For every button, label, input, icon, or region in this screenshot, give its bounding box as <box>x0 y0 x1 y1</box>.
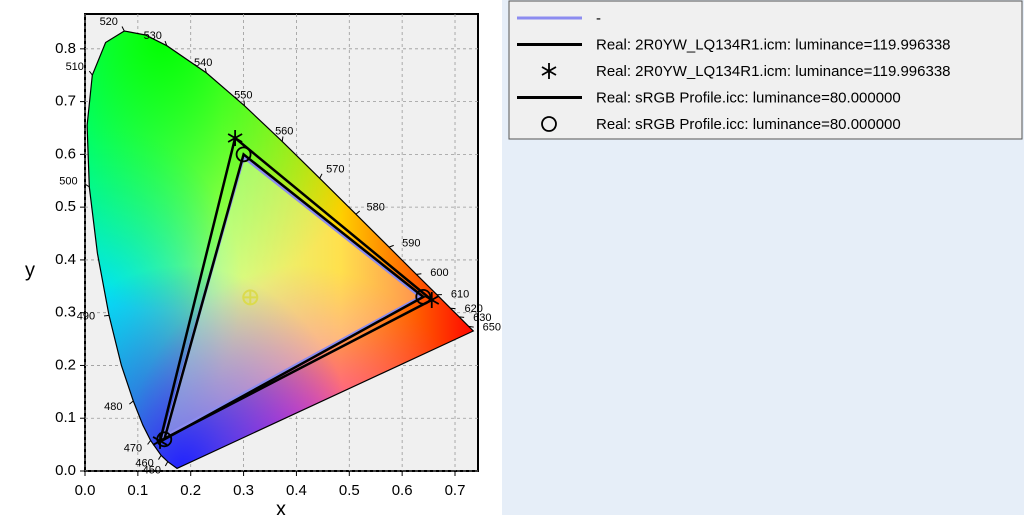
wavelength-tick <box>84 183 90 188</box>
x-tick-label: 0.1 <box>127 482 148 499</box>
x-tick-label: 0.7 <box>445 482 466 499</box>
wavelength-label: 540 <box>194 57 212 69</box>
white-point-cross <box>243 290 258 305</box>
legend-label: Real: 2R0YW_LQ134R1.icm: luminance=119.9… <box>596 63 951 80</box>
legend-label: Real: 2R0YW_LQ134R1.icm: luminance=119.9… <box>596 36 951 53</box>
y-tick-label: 0.2 <box>55 356 76 373</box>
wavelength-tick <box>416 273 422 275</box>
wavelength-tick <box>129 400 134 405</box>
x-tick-label: 0.0 <box>75 482 96 499</box>
x-axis-label: x <box>276 498 286 515</box>
wavelength-label: 500 <box>59 175 77 187</box>
spectral-locus <box>86 30 475 470</box>
y-tick-label: 0.8 <box>55 40 76 57</box>
wavelength-label: 530 <box>144 30 162 42</box>
wavelength-label: 480 <box>104 401 122 413</box>
circle-marker <box>156 431 173 448</box>
wavelength-tick <box>121 26 125 32</box>
wavelength-tick <box>204 67 207 74</box>
x-tick-label: 0.2 <box>180 482 201 499</box>
wavelength-label: 560 <box>275 125 293 137</box>
y-tick-label: 0.3 <box>55 304 76 321</box>
gamut-triangle <box>158 135 434 444</box>
wavelength-tick <box>147 440 151 445</box>
y-axis-label: y <box>25 259 35 281</box>
y-tick-label: 0.0 <box>55 462 76 479</box>
wavelength-label: 570 <box>326 163 344 175</box>
legend-swatch <box>541 63 557 79</box>
wavelength-tick <box>388 244 394 248</box>
wavelength-tick <box>103 314 110 317</box>
legend-label: Real: sRGB Profile.icc: luminance=80.000… <box>596 116 901 133</box>
wavelength-label: 630 <box>473 312 491 324</box>
gamut-triangle <box>162 152 426 442</box>
wavelength-tick <box>319 173 323 179</box>
wavelength-tick <box>355 210 361 215</box>
wavelength-label: 450 <box>143 464 161 476</box>
wavelength-label: 650 <box>483 322 501 334</box>
x-tick-label: 0.6 <box>392 482 413 499</box>
wavelength-label: 460 <box>135 458 153 470</box>
wavelength-label: 620 <box>464 303 482 315</box>
legend-items: - Real: 2R0YW_LQ134R1.icm: luminance=119.… <box>517 10 951 133</box>
wavelength-label: 580 <box>367 202 385 214</box>
y-tick-label: 0.4 <box>55 251 76 268</box>
wavelength-label: 510 <box>66 61 84 73</box>
circle-marker <box>235 146 252 163</box>
wavelength-tick <box>158 455 162 460</box>
wavelength-tick <box>164 461 169 467</box>
wavelength-label: 600 <box>430 267 448 279</box>
y-tick-label: 0.6 <box>55 145 76 162</box>
wavelength-tick <box>164 40 168 46</box>
legend-label: Real: sRGB Profile.icc: luminance=80.000… <box>596 89 901 106</box>
x-tick-label: 0.5 <box>339 482 360 499</box>
wavelength-label: 490 <box>77 310 95 322</box>
y-tick-label: 0.1 <box>55 409 76 426</box>
legend-label: - <box>596 10 601 27</box>
wavelength-tick <box>281 136 284 142</box>
x-tick-label: 0.4 <box>286 482 307 499</box>
wavelength-label: 590 <box>402 237 420 249</box>
x-tick-label: 0.3 <box>233 482 254 499</box>
wavelength-tick <box>468 325 474 328</box>
wavelength-label: 470 <box>124 442 142 454</box>
legend-swatch <box>541 116 557 132</box>
wavelength-label: 610 <box>451 289 469 301</box>
wavelength-tick <box>88 70 93 76</box>
y-tick-label: 0.5 <box>55 198 76 215</box>
y-tick-label: 0.7 <box>55 93 76 110</box>
wavelength-label: 520 <box>100 16 118 28</box>
legend <box>508 0 1023 140</box>
circle-marker <box>415 288 432 305</box>
star-marker <box>227 130 243 147</box>
wavelength-label: 550 <box>234 90 252 102</box>
